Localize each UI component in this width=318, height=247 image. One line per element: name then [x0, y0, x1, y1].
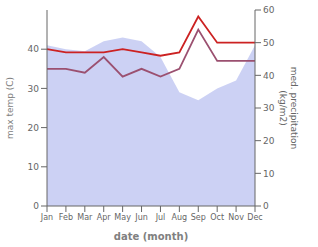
svg-text:0: 0 — [33, 201, 39, 211]
svg-text:50: 50 — [263, 38, 275, 48]
svg-text:40: 40 — [263, 71, 275, 81]
svg-text:Nov: Nov — [228, 213, 244, 222]
svg-text:max temp (C): max temp (C) — [5, 77, 15, 139]
svg-text:20: 20 — [28, 123, 40, 133]
svg-text:Feb: Feb — [59, 213, 73, 222]
svg-text:0: 0 — [263, 201, 269, 211]
svg-text:Aug: Aug — [172, 213, 188, 222]
svg-text:Apr: Apr — [97, 213, 112, 222]
svg-text:Jul: Jul — [155, 213, 166, 222]
svg-text:May: May — [114, 213, 131, 222]
svg-text:Dec: Dec — [247, 213, 262, 222]
svg-text:10: 10 — [28, 162, 40, 172]
svg-text:60: 60 — [263, 5, 275, 15]
svg-text:Jan: Jan — [40, 213, 53, 222]
svg-text:Sep: Sep — [191, 213, 206, 222]
svg-text:date (month): date (month) — [114, 231, 188, 242]
svg-text:30: 30 — [28, 84, 40, 94]
svg-text:20: 20 — [263, 136, 275, 146]
svg-text:Mar: Mar — [77, 213, 93, 222]
svg-text:Oct: Oct — [210, 213, 224, 222]
svg-text:40: 40 — [28, 44, 40, 54]
svg-text:10: 10 — [263, 169, 275, 179]
svg-text:Jun: Jun — [134, 213, 148, 222]
svg-text:med. precipitation(kg/m2): med. precipitation(kg/m2) — [278, 67, 299, 149]
svg-text:30: 30 — [263, 103, 275, 113]
